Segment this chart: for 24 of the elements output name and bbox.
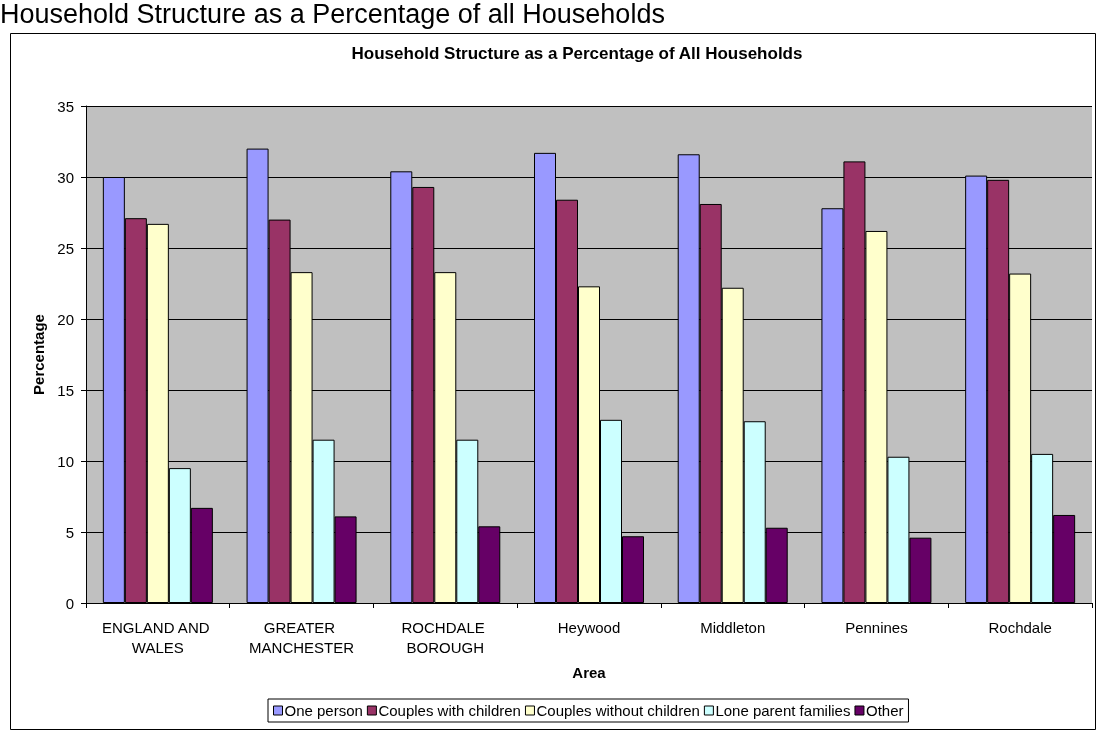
y-tick-label: 35 — [57, 97, 74, 115]
legend-label: Other — [865, 702, 904, 719]
x-tick-label: Middleton — [700, 618, 766, 636]
y-tick-label: 0 — [65, 594, 74, 612]
x-tick-label: ROCHDALE BOROUGH — [401, 618, 490, 656]
legend-label: Lone parent families — [715, 702, 851, 719]
x-tick-label: ENGLAND AND WALES — [102, 618, 214, 656]
y-tick-label: 20 — [57, 310, 74, 328]
y-axis-title: Percentage — [30, 314, 47, 395]
y-tick-label: 15 — [57, 381, 74, 399]
text: Household Structure as a Percentage of all Households — [0, 0, 665, 29]
y-tick-label: 30 — [57, 168, 74, 186]
legend-label: Couples with children — [378, 702, 521, 719]
x-tick-label: GREATER MANCHESTER — [249, 618, 355, 656]
x-tick-label: Heywood — [557, 618, 621, 636]
legend-label: One person — [284, 702, 363, 719]
chart-title: Household Structure as a Percentage of All Households — [351, 44, 803, 63]
y-tick-label: 5 — [65, 523, 74, 541]
x-tick-label: Pennines — [845, 618, 908, 636]
y-tick-label: 25 — [57, 239, 74, 257]
legend-label: Couples without children — [536, 702, 700, 719]
x-axis-title: Area — [572, 664, 607, 681]
y-tick-label: 10 — [57, 452, 74, 470]
x-tick-label: Rochdale — [988, 618, 1052, 636]
